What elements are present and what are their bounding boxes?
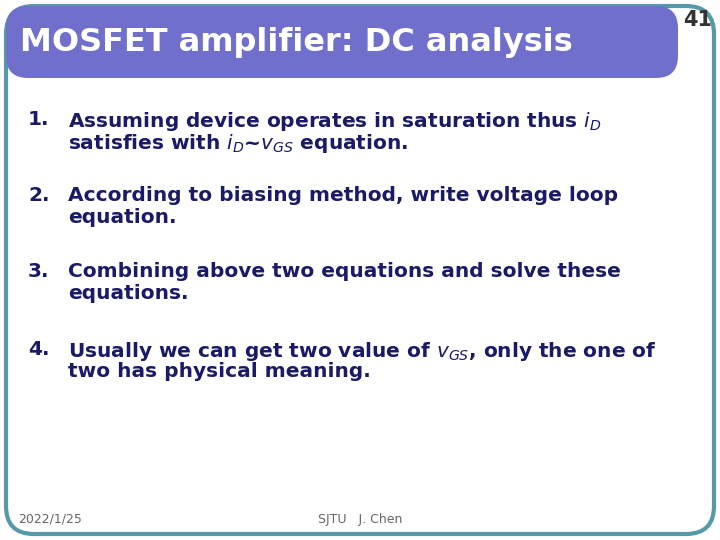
FancyBboxPatch shape [6,6,678,78]
Text: Usually we can get two value of $v_{GS}$, only the one of: Usually we can get two value of $v_{GS}$… [68,340,657,363]
Text: equations.: equations. [68,284,189,303]
Text: MOSFET amplifier: DC analysis: MOSFET amplifier: DC analysis [20,26,572,57]
Text: 41: 41 [683,10,712,30]
FancyBboxPatch shape [6,6,714,534]
Text: 4.: 4. [28,340,50,359]
Text: SJTU   J. Chen: SJTU J. Chen [318,513,402,526]
Text: satisfies with $i_D$~$v_{GS}$ equation.: satisfies with $i_D$~$v_{GS}$ equation. [68,132,408,155]
Text: 1.: 1. [28,110,50,129]
Text: Combining above two equations and solve these: Combining above two equations and solve … [68,262,621,281]
Text: 2.: 2. [28,186,50,205]
Text: two has physical meaning.: two has physical meaning. [68,362,371,381]
Text: According to biasing method, write voltage loop: According to biasing method, write volta… [68,186,618,205]
Text: equation.: equation. [68,208,176,227]
Text: 3.: 3. [28,262,50,281]
Text: Assuming device operates in saturation thus $i_D$: Assuming device operates in saturation t… [68,110,602,133]
Text: 2022/1/25: 2022/1/25 [18,513,82,526]
